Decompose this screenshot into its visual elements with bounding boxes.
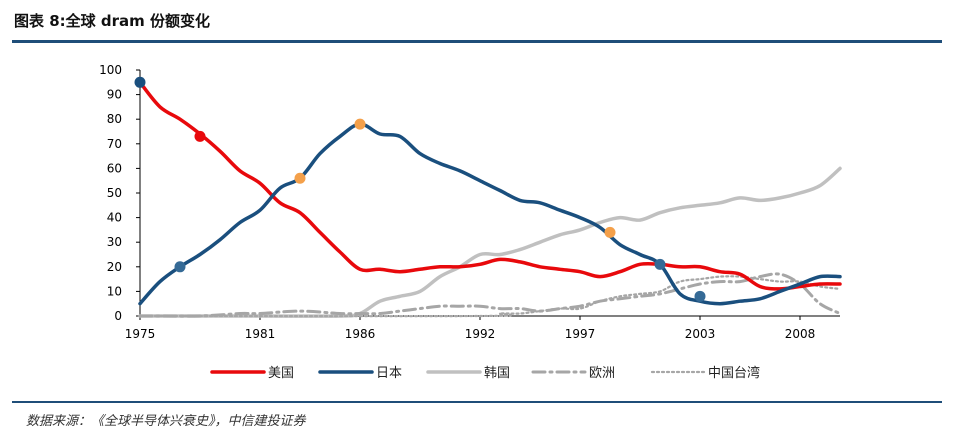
bottom-rule xyxy=(12,401,942,403)
highlight-marker xyxy=(604,226,616,238)
y-tick-label: 90 xyxy=(107,88,122,102)
x-tick-label: 1975 xyxy=(125,327,156,341)
series-line-2 xyxy=(138,166,842,318)
highlight-marker xyxy=(174,261,186,273)
y-tick-label: 0 xyxy=(114,309,122,323)
axes: 0 10 20 30 40 50 60 70 80 90 100 1975 1981 1986 1992 19… xyxy=(99,63,840,341)
series-layer xyxy=(138,80,842,318)
highlight-marker xyxy=(694,290,706,302)
legend-label: 韩国 xyxy=(484,366,510,381)
x-tick-label: 1981 xyxy=(245,327,276,341)
y-tick-label: 20 xyxy=(107,260,122,274)
y-tick-label: 50 xyxy=(107,186,122,200)
y-tick-label: 100 xyxy=(99,63,122,77)
highlight-marker xyxy=(194,130,206,142)
y-tick-label: 10 xyxy=(107,284,122,298)
chart: 0 10 20 30 40 50 60 70 80 90 100 1975 1981 1986 1992 19… xyxy=(99,63,842,381)
series-line-0 xyxy=(138,80,842,291)
legend-label: 日本 xyxy=(376,366,402,381)
y-tick-label: 60 xyxy=(107,161,122,175)
x-tick-label: 2003 xyxy=(685,327,716,341)
y-tick-label: 30 xyxy=(107,235,122,249)
legend-label: 美国 xyxy=(268,366,294,381)
chart-title: 图表 8:全球 dram 份额变化 xyxy=(14,12,210,30)
source-note: 数据来源：《全球半导体兴衰史》，中信建投证券 xyxy=(26,414,306,429)
highlight-marker xyxy=(654,258,666,270)
series-line-1 xyxy=(138,122,842,306)
x-tick-label: 1992 xyxy=(465,327,496,341)
series-line-3 xyxy=(138,272,842,318)
top-rule xyxy=(12,40,942,43)
highlight-marker xyxy=(354,118,366,130)
y-tick-label: 80 xyxy=(107,112,122,126)
x-tick-label: 1997 xyxy=(565,327,596,341)
series-line-4 xyxy=(138,275,842,318)
y-tick-label: 40 xyxy=(107,211,122,225)
legend: 美国 日本 韩国 欧洲 中国台湾 xyxy=(210,365,760,381)
legend-label: 欧洲 xyxy=(589,366,615,381)
x-tick-label: 2008 xyxy=(785,327,816,341)
y-tick-label: 70 xyxy=(107,137,122,151)
x-tick-label: 1986 xyxy=(345,327,376,341)
highlight-marker xyxy=(134,76,146,88)
marker-layer xyxy=(134,76,706,302)
legend-label: 中国台湾 xyxy=(708,365,760,381)
highlight-marker xyxy=(294,172,306,184)
